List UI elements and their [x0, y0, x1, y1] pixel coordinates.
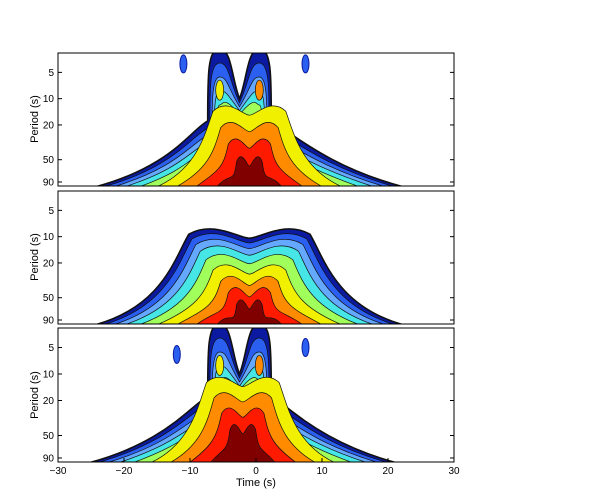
y-axis-title-bottom: Period (s)	[29, 371, 41, 419]
x-ticks-bottom: −30 −20 −10 0 10 20 30	[50, 458, 460, 477]
contour-fill-top	[95, 53, 404, 186]
y-axis-title-top: Period (s)	[29, 95, 41, 143]
y-tick-label: 10	[43, 94, 55, 105]
lobe-core	[254, 355, 264, 376]
lobe-core	[254, 79, 264, 101]
y-tick-label: 20	[43, 258, 55, 269]
y-ticks-bottom: 5 10 20 50 90	[43, 343, 454, 464]
y-axis-title-middle: Period (s)	[29, 233, 41, 281]
contour-level-8	[196, 287, 303, 324]
x-tick-label: 0	[253, 466, 259, 477]
x-tick-label: 20	[382, 466, 394, 477]
y-tick-label: 5	[48, 206, 54, 217]
y-tick-label: 20	[43, 396, 55, 407]
isolated-blob	[301, 338, 310, 358]
contour-fill-bottom	[88, 328, 398, 462]
y-tick-label: 10	[43, 232, 55, 243]
x-tick-label: −10	[182, 466, 199, 477]
contour-level-9	[217, 299, 282, 324]
y-tick-label: 20	[43, 120, 55, 131]
x-tick-label: −30	[50, 466, 67, 477]
y-tick-label: 90	[43, 453, 55, 464]
y-tick-label: 50	[43, 155, 55, 166]
y-tick-label: 10	[43, 370, 55, 381]
isolated-blob	[172, 344, 181, 364]
y-tick-label: 5	[48, 68, 54, 79]
panel-middle: 5 10 20 50 90 Period (s)	[29, 190, 455, 327]
y-tick-label: 90	[43, 316, 55, 327]
contour-fill-middle	[94, 228, 404, 324]
x-tick-label: 10	[316, 466, 328, 477]
x-tick-label: −20	[116, 466, 133, 477]
y-ticks-top: 5 10 20 50 90	[43, 68, 454, 189]
panel-top-frame	[57, 52, 455, 187]
x-axis-title: Time (s)	[236, 477, 276, 489]
isolated-blob	[301, 54, 310, 74]
y-tick-label: 90	[43, 178, 55, 189]
contour-level-8	[196, 138, 303, 186]
y-tick-label: 5	[48, 343, 54, 354]
y-tick-label: 50	[43, 293, 55, 304]
panel-middle-frame	[57, 190, 455, 325]
y-ticks-middle: 5 10 20 50 90	[43, 206, 454, 327]
y-tick-label: 50	[43, 431, 55, 442]
lobe-core	[215, 355, 225, 376]
isolated-blob	[179, 54, 188, 74]
contour-level-9	[217, 156, 282, 186]
contour-level-9	[210, 424, 276, 462]
x-tick-label: 30	[448, 466, 460, 477]
panel-top: 5 10 20 50 90 Period (s)	[29, 52, 455, 189]
lobe-core	[215, 79, 225, 101]
panel-bottom: 5 10 20 50 90 −30 −20 −10 0 10 20 30 Period (s) Ti…	[29, 327, 460, 489]
